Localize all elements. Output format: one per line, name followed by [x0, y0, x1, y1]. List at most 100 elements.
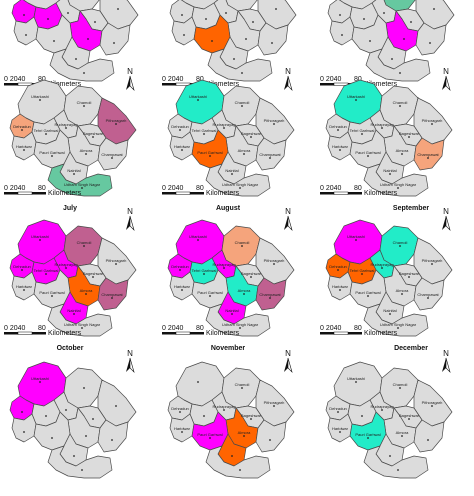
district-dot	[389, 455, 391, 457]
district-label: Pauri Garhwal	[197, 432, 222, 437]
north-label: N	[285, 349, 291, 358]
district-dot	[410, 21, 412, 23]
scale-segment-1	[4, 83, 18, 86]
north-arrow-right	[287, 75, 293, 92]
district-label: Tehri Garhwal	[192, 268, 217, 273]
district-dot	[21, 129, 23, 131]
month-label: September	[393, 205, 429, 212]
north-arrow-icon: N	[126, 349, 135, 374]
district-label: Pithoragarh	[264, 118, 285, 123]
district-map-2: Uttarkashi Chamoli Pithoragarh Rudraprayag B…	[162, 67, 295, 212]
district-label: Pithoragarh	[106, 258, 127, 263]
district-dot	[397, 187, 399, 189]
district-dot	[65, 409, 67, 411]
district-dot	[241, 105, 243, 107]
district-dot	[361, 415, 363, 417]
district-label: Nainital	[67, 308, 80, 313]
north-label: N	[443, 349, 449, 358]
district-dot	[25, 34, 27, 36]
district-label: Bageshwar	[83, 131, 104, 136]
district-dot	[339, 289, 341, 291]
district-dot	[252, 21, 254, 23]
district-label: Almora	[238, 430, 251, 435]
district-label: Rudraprayag	[212, 404, 235, 409]
district-dot	[381, 409, 383, 411]
district-dot	[273, 405, 275, 407]
district-dot	[401, 435, 403, 437]
district-label: Haridwar	[332, 284, 349, 289]
district-dot	[355, 239, 357, 241]
district-dot	[239, 187, 241, 189]
map-panel-6: Uttarkashi Chamoli Pithoragarh Rudraprayag B…	[316, 204, 466, 354]
north-arrow-icon: N	[442, 349, 451, 374]
district-dot	[250, 418, 252, 420]
north-arrow-right	[129, 75, 135, 92]
district-label: Nainital	[383, 168, 396, 173]
district-label: Bageshwar	[241, 271, 262, 276]
district-dot	[209, 155, 211, 157]
district-dot	[275, 8, 277, 10]
district-dot	[183, 34, 185, 36]
map-panel-7: Uttarkashi N	[0, 346, 150, 496]
scale-segment-2	[175, 331, 191, 335]
district-chamoli	[221, 85, 261, 127]
district-dot	[94, 21, 96, 23]
district-label: Haridwar	[332, 426, 349, 431]
scale-segment-3	[190, 192, 204, 195]
district-label: Haridwar	[16, 284, 33, 289]
district-label: Champawat	[101, 292, 123, 297]
map-panel-9: Uttarkashi Chamoli Pithoragarh Rudraprayag B…	[316, 346, 466, 496]
district-map-7: Uttarkashi N	[9, 349, 137, 479]
district-group: Uttarkashi	[9, 361, 137, 479]
district-dot	[211, 40, 213, 42]
district-dot	[273, 123, 275, 125]
district-dot	[269, 439, 271, 441]
scale-end-number: 80	[196, 185, 204, 192]
district-map-5: Uttarkashi Chamoli Pithoragarh Rudraprayag B…	[162, 207, 295, 352]
district-dot	[367, 295, 369, 297]
north-label: N	[443, 67, 449, 76]
district-dot	[53, 40, 55, 42]
north-arrow-icon: N	[442, 207, 451, 232]
scale-segment-2	[17, 191, 33, 195]
district-dot	[85, 153, 87, 155]
scale-numbers: 0 2040	[162, 185, 184, 192]
district-dot	[209, 437, 211, 439]
district-dot	[403, 38, 405, 40]
map-panel-3: Uttarkashi Chamoli Pithoragarh Rudraprayag B…	[316, 64, 466, 214]
district-dot	[23, 149, 25, 151]
district-label: Uttarkashi	[189, 94, 207, 99]
district-dot	[431, 263, 433, 265]
district-label: Rudraprayag	[54, 262, 77, 267]
district-champawat	[257, 22, 289, 56]
district-dot	[111, 439, 113, 441]
district-chamoli	[379, 225, 419, 267]
scale-end-number: 80	[354, 76, 362, 83]
scale-end-number: 80	[354, 185, 362, 192]
north-arrow-left	[284, 358, 288, 372]
district-champawat	[99, 22, 131, 56]
top-strip-panel-1: 0 204080KilometersApril	[0, 0, 150, 103]
district-dot	[23, 14, 25, 16]
north-arrow-right	[287, 357, 293, 374]
district-dot	[92, 418, 94, 420]
north-arrow-left	[284, 216, 288, 230]
district-dot	[339, 431, 341, 433]
scale-segment-3	[348, 332, 362, 335]
district-map-6: Uttarkashi Chamoli Pithoragarh Rudraprayag B…	[320, 207, 453, 352]
district-label: Udham Singh Nagar	[64, 322, 101, 327]
district-group: Chamoli Pithoragarh Rudraprayag Bageshwar De…	[167, 361, 295, 479]
district-dot	[39, 99, 41, 101]
scale-end-number: 80	[38, 185, 46, 192]
map-panel-4: Uttarkashi Chamoli Pithoragarh Rudraprayag B…	[0, 204, 150, 354]
district-dot	[47, 18, 49, 20]
district-dot	[383, 12, 385, 14]
district-label: Bageshwar	[83, 271, 104, 276]
district-dot	[203, 415, 205, 417]
district-dot	[339, 149, 341, 151]
district-label: Dehradun	[329, 124, 347, 129]
district-dot	[181, 14, 183, 16]
top-strip-map-3: 0 204080KilometersJune	[320, 0, 455, 103]
district-label: Haridwar	[174, 426, 191, 431]
